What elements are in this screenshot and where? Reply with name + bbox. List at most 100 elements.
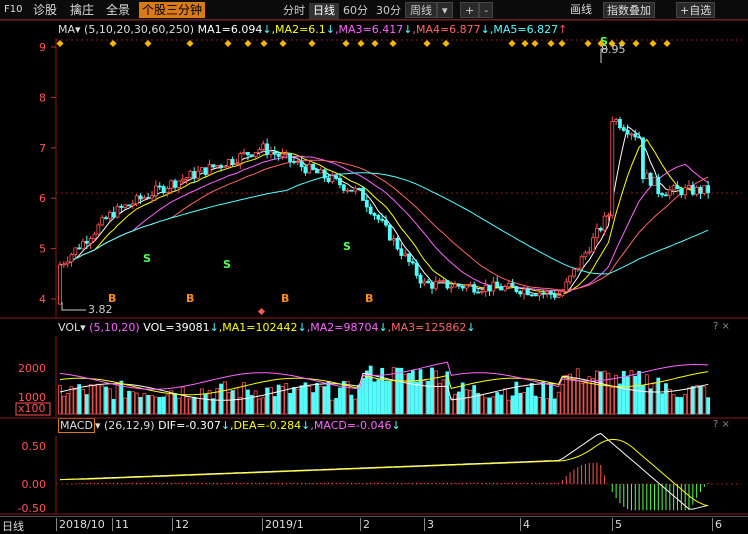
candle-body <box>460 285 465 289</box>
candle-body <box>633 133 638 138</box>
candle-body <box>353 187 358 192</box>
volume-bars <box>58 361 711 415</box>
help-icon[interactable]: ? × <box>713 419 730 430</box>
price-tick-label: 9 <box>39 41 46 54</box>
candle-body <box>376 215 381 220</box>
candle-body <box>479 291 484 293</box>
macd-label[interactable]: MACD <box>58 418 95 433</box>
volume-bar <box>238 397 243 415</box>
candle-body <box>69 253 74 263</box>
volume-bar <box>502 388 507 415</box>
event-marker <box>144 39 152 48</box>
volume-unit-box <box>15 402 51 416</box>
candle-body <box>449 286 454 289</box>
period-more-icon[interactable]: ▾ <box>437 2 453 18</box>
candle-body <box>176 180 181 188</box>
volume-bar <box>579 382 584 415</box>
panorama-button[interactable]: 全景 <box>106 3 131 17</box>
candle-body <box>307 163 312 174</box>
volume-bar <box>215 388 220 415</box>
candle-body <box>456 283 461 287</box>
volume-bar <box>100 385 105 415</box>
volume-bar <box>138 396 143 415</box>
diag-button[interactable]: 诊股 <box>33 3 58 17</box>
candle-body <box>384 219 388 226</box>
candle-body <box>134 195 139 205</box>
indicator-button[interactable]: 个股三分钟 <box>139 2 206 18</box>
event-marker <box>423 39 431 48</box>
tab-timeshare[interactable]: 分时 <box>283 4 305 17</box>
zoom-out-button[interactable]: - <box>479 2 494 18</box>
index-overlay-button[interactable]: 指数叠加 <box>603 2 655 18</box>
candle-body <box>667 189 672 196</box>
zoom-in-button[interactable]: + <box>460 2 480 18</box>
candle-body <box>215 165 220 168</box>
price-tick-label: 4 <box>39 293 46 306</box>
period-tabs: 分时 日线 60分 30分 周线 ▾ <box>279 2 453 19</box>
candle-body <box>575 267 580 270</box>
event-marker <box>357 39 365 48</box>
tab-daily[interactable]: 日线 <box>309 3 339 19</box>
tab-weekly[interactable]: 周线 <box>405 2 437 18</box>
ma-params: (5,10,20,30,60,250) <box>84 23 195 36</box>
volume-bar <box>288 393 293 415</box>
capture-button[interactable]: 擒庄 <box>70 3 95 17</box>
buy-signal: B <box>186 292 194 305</box>
macd-legend: MACD ▾ (26,12,9) DIF=-0.307↓,DEA=-0.284↓,… <box>58 418 401 433</box>
volume-bar <box>65 393 70 415</box>
volume-bar <box>96 383 101 415</box>
volume-bar <box>276 384 281 415</box>
tab-30min[interactable]: 30分 <box>376 4 401 17</box>
candle-body <box>502 286 507 291</box>
volume-bar <box>652 382 657 415</box>
volume-bar <box>706 397 711 415</box>
candle-body <box>606 214 611 217</box>
candle-body <box>533 294 538 297</box>
period-label[interactable]: 日线 <box>2 520 24 533</box>
candle-body <box>81 240 85 250</box>
candle-body <box>552 293 557 298</box>
volume-bar <box>575 368 580 415</box>
volume-bar <box>84 394 89 415</box>
ma-label[interactable]: MA <box>58 23 76 36</box>
candle-body <box>77 247 82 250</box>
vol-label[interactable]: VOL <box>58 321 81 334</box>
volume-bar <box>618 383 622 415</box>
volume-bar <box>441 379 446 415</box>
candle-body <box>453 283 457 288</box>
volume-bar <box>165 394 170 415</box>
candle-body <box>579 256 584 269</box>
candle-body <box>671 185 676 191</box>
dif-line <box>59 432 709 510</box>
volume-bar <box>230 390 235 415</box>
drawline-button[interactable]: 画线 <box>570 3 592 16</box>
candle-body <box>115 205 120 218</box>
f10-button[interactable]: F10 <box>4 4 23 15</box>
volume-bar <box>157 396 162 415</box>
event-marker <box>547 39 555 48</box>
candle-body <box>192 171 197 179</box>
volume-bar <box>694 384 699 415</box>
help-icon[interactable]: ? × <box>713 321 730 332</box>
candle-body <box>541 292 546 295</box>
candle-body <box>303 166 308 174</box>
candle-body <box>130 203 135 206</box>
candle-body <box>387 224 392 241</box>
add-watch-button[interactable]: +自选 <box>676 2 716 18</box>
candle-body <box>648 172 653 186</box>
volume-bar <box>399 367 404 415</box>
candle-body <box>491 281 496 292</box>
candle-body <box>173 180 177 188</box>
candle-body <box>602 215 607 231</box>
volume-bar <box>556 391 561 415</box>
volume-bar <box>196 398 200 415</box>
event-marker <box>244 39 252 48</box>
volume-bar <box>510 395 515 415</box>
candle-body <box>161 186 166 194</box>
sell-signal: S <box>343 240 351 253</box>
tab-60min[interactable]: 60分 <box>343 4 368 17</box>
volume-bar <box>437 383 442 415</box>
candle-body <box>361 187 365 201</box>
candle-body <box>127 204 131 207</box>
volume-bar <box>111 399 116 415</box>
